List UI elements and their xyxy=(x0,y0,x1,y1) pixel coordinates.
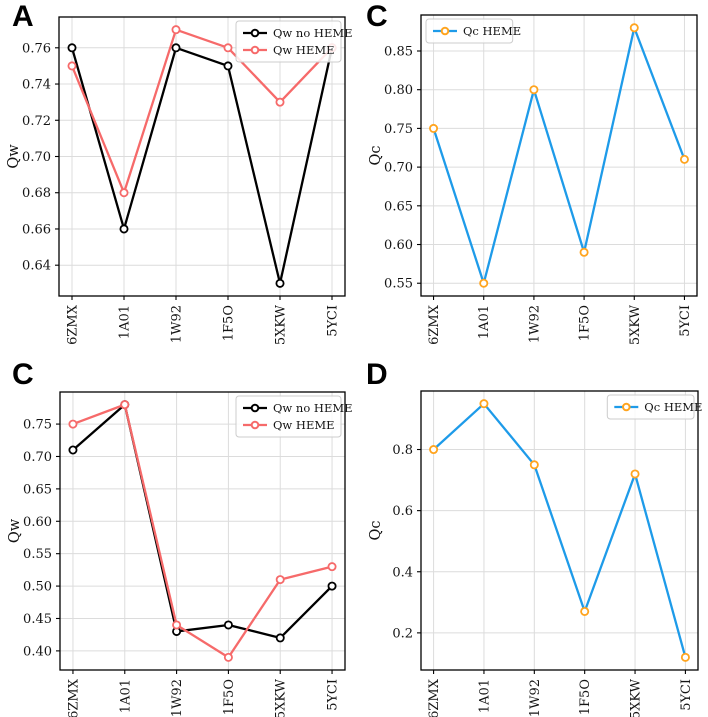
svg-text:1F5O: 1F5O xyxy=(578,305,593,341)
svg-text:Qw: Qw xyxy=(6,144,22,169)
svg-text:Qw no HEME: Qw no HEME xyxy=(273,401,353,415)
svg-text:0.65: 0.65 xyxy=(23,482,52,497)
svg-text:Qw: Qw xyxy=(7,518,23,543)
svg-text:0.55: 0.55 xyxy=(23,547,52,562)
svg-text:0.40: 0.40 xyxy=(23,644,52,659)
svg-text:5YCI: 5YCI xyxy=(326,305,341,337)
svg-text:5XKW: 5XKW xyxy=(274,304,289,345)
svg-text:0.75: 0.75 xyxy=(23,418,52,433)
panel-label-a: A xyxy=(12,0,34,33)
svg-text:Qc HEME: Qc HEME xyxy=(463,24,521,38)
svg-text:0.55: 0.55 xyxy=(384,277,413,292)
svg-text:Qc: Qc xyxy=(368,520,384,540)
svg-text:5YCI: 5YCI xyxy=(679,679,694,711)
panel-c-top: 0.55 0.60 0.65 0.70 0.75 0.80 0.85 6ZMX 1A01 1W92… xyxy=(354,0,708,358)
svg-text:5XKW: 5XKW xyxy=(628,304,643,345)
svg-text:1F5O: 1F5O xyxy=(222,679,237,715)
svg-text:0.76: 0.76 xyxy=(22,41,51,56)
svg-text:1W92: 1W92 xyxy=(528,679,543,717)
svg-text:0.70: 0.70 xyxy=(23,450,52,465)
legend: Qc HEME xyxy=(425,18,521,44)
svg-text:0.60: 0.60 xyxy=(384,238,413,253)
panel-label-c-top: C xyxy=(366,0,388,33)
svg-text:0.70: 0.70 xyxy=(22,150,51,165)
svg-text:1A01: 1A01 xyxy=(118,679,133,713)
legend: Qw no HEME Qw HEME xyxy=(235,395,353,438)
svg-text:5YCI: 5YCI xyxy=(678,305,693,337)
chart-qw-top: 0.64 0.66 0.68 0.70 0.72 0.74 0.76 6ZMX 1A01 1W92… xyxy=(6,16,353,345)
svg-text:0.8: 0.8 xyxy=(392,443,413,458)
svg-text:Qc HEME: Qc HEME xyxy=(644,400,702,414)
svg-text:1A01: 1A01 xyxy=(477,305,492,339)
chart-qw-bottom: 0.40 0.45 0.50 0.55 0.60 0.65 0.70 0.75 6ZMX 1A01… xyxy=(7,391,353,717)
svg-text:0.80: 0.80 xyxy=(384,83,413,98)
svg-text:1F5O: 1F5O xyxy=(222,305,237,341)
legend: Qc HEME xyxy=(606,394,702,420)
svg-text:Qc: Qc xyxy=(368,145,384,165)
svg-text:0.75: 0.75 xyxy=(384,122,413,137)
svg-text:5XKW: 5XKW xyxy=(629,678,644,717)
svg-text:0.4: 0.4 xyxy=(392,565,413,580)
svg-text:Qw HEME: Qw HEME xyxy=(273,43,335,57)
svg-text:5XKW: 5XKW xyxy=(274,678,289,717)
svg-text:0.85: 0.85 xyxy=(384,44,413,59)
svg-text:1A01: 1A01 xyxy=(118,305,133,339)
panel-d: 0.2 0.4 0.6 0.8 6ZMX 1A01 1W92 1F5O 5XKW 5YCI Qc Qc… xyxy=(354,358,708,717)
svg-text:0.64: 0.64 xyxy=(22,259,51,274)
legend: Qw no HEME Qw HEME xyxy=(235,20,353,63)
svg-text:6ZMX: 6ZMX xyxy=(427,304,442,345)
svg-text:1W92: 1W92 xyxy=(527,305,542,343)
svg-text:1W92: 1W92 xyxy=(170,305,185,343)
svg-text:0.70: 0.70 xyxy=(384,161,413,176)
svg-text:1W92: 1W92 xyxy=(170,679,185,717)
panel-label-d: D xyxy=(366,358,388,391)
svg-text:6ZMX: 6ZMX xyxy=(66,678,81,717)
svg-text:Qw HEME: Qw HEME xyxy=(273,418,335,432)
svg-text:0.60: 0.60 xyxy=(23,515,52,530)
svg-text:Qw no HEME: Qw no HEME xyxy=(273,26,353,40)
svg-text:6ZMX: 6ZMX xyxy=(66,304,81,345)
svg-text:0.68: 0.68 xyxy=(22,186,51,201)
panel-label-c-bottom: C xyxy=(12,358,34,391)
chart-qc-top: 0.55 0.60 0.65 0.70 0.75 0.80 0.85 6ZMX 1A01 1W92… xyxy=(368,14,698,345)
svg-text:1A01: 1A01 xyxy=(477,679,492,713)
svg-text:1F5O: 1F5O xyxy=(578,679,593,715)
svg-text:0.65: 0.65 xyxy=(384,199,413,214)
svg-text:0.74: 0.74 xyxy=(22,78,51,93)
chart-qc-bottom: 0.2 0.4 0.6 0.8 6ZMX 1A01 1W92 1F5O 5XKW 5YCI Qc Qc… xyxy=(368,390,702,717)
panel-c-bottom: 0.40 0.45 0.50 0.55 0.60 0.65 0.70 0.75 6ZMX 1A01… xyxy=(0,358,354,717)
svg-text:6ZMX: 6ZMX xyxy=(427,678,442,717)
svg-text:0.50: 0.50 xyxy=(23,580,52,595)
panel-a: 0.64 0.66 0.68 0.70 0.72 0.74 0.76 6ZMX 1A01 1W92… xyxy=(0,0,354,358)
svg-text:0.2: 0.2 xyxy=(392,626,413,641)
svg-text:0.72: 0.72 xyxy=(22,114,51,129)
svg-text:0.66: 0.66 xyxy=(22,222,51,237)
svg-text:5YCI: 5YCI xyxy=(326,679,341,711)
svg-text:0.45: 0.45 xyxy=(23,612,52,627)
svg-text:0.6: 0.6 xyxy=(392,504,413,519)
